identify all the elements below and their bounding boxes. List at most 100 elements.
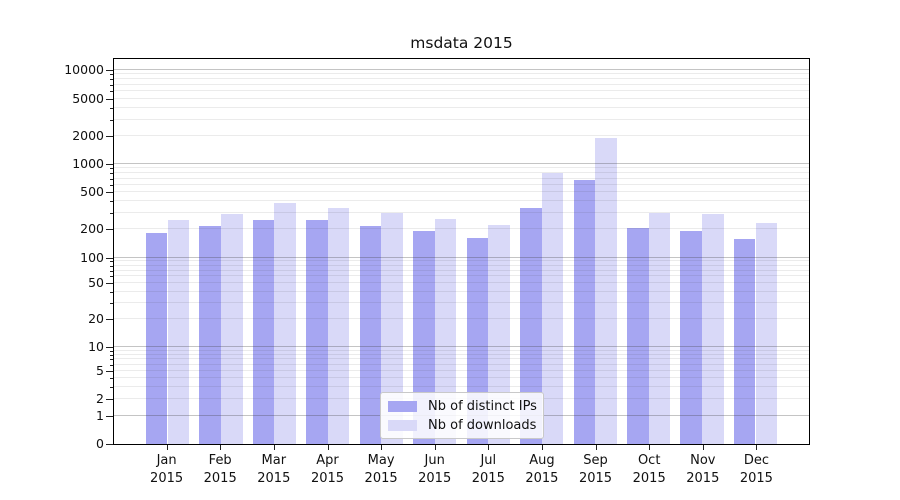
legend-label-ips: Nb of distinct IPs	[428, 398, 537, 414]
x-tick-label-year: 2015	[203, 470, 237, 486]
x-tick-dec	[756, 445, 758, 450]
gridline-minor	[114, 227, 809, 229]
x-tick-label-year: 2015	[150, 470, 184, 486]
x-tick-label-month: Nov	[690, 453, 716, 468]
gridline-minor	[114, 369, 809, 371]
y-tick-0	[106, 444, 113, 445]
bar-ips-jan	[145, 233, 168, 444]
y-tick-500	[106, 192, 113, 194]
x-tick-label-jul: Jul 2015	[456, 452, 520, 487]
x-tick-label-jan: Jan 2015	[135, 452, 199, 487]
x-tick-label-month: May	[367, 453, 395, 468]
x-tick-label-nov: Nov 2015	[671, 452, 735, 487]
x-tick-label-month: Dec	[743, 453, 769, 468]
gridline-minor	[114, 183, 809, 185]
gridline-major	[114, 163, 809, 164]
x-tick-label-year: 2015	[686, 470, 720, 486]
x-tick-label-month: Oct	[637, 453, 661, 468]
y-minor-tick	[110, 201, 113, 203]
bar-ips-mar	[252, 220, 275, 444]
gridline-minor	[114, 385, 809, 387]
legend-swatch-downloads	[388, 419, 417, 431]
y-tick-label-1: 1	[96, 408, 104, 424]
y-minor-tick	[110, 119, 113, 121]
y-minor-tick	[110, 291, 113, 293]
gridline-minor	[114, 177, 809, 179]
y-tick-label-1000: 1000	[72, 156, 104, 171]
y-tick-label-50: 50	[88, 274, 104, 290]
y-tick-2000	[106, 136, 113, 138]
x-tick-label-month: Jan	[156, 453, 177, 468]
y-tick-10000	[106, 69, 113, 71]
x-tick-mar	[273, 445, 275, 450]
x-tick-label-mar: Mar 2015	[242, 452, 306, 487]
y-tick-label-100: 100	[80, 249, 104, 265]
y-tick-100	[106, 257, 113, 259]
bar-ips-dec	[733, 239, 756, 444]
y-minor-tick	[110, 386, 113, 388]
gridline-minor	[114, 363, 809, 365]
x-tick-oct	[649, 445, 651, 450]
x-tick-label-year: 2015	[418, 470, 452, 486]
y-tick-200	[106, 228, 113, 230]
y-tick-10	[106, 347, 113, 349]
gridline-minor	[114, 200, 809, 202]
x-tick-feb	[220, 445, 222, 450]
gridline-minor	[114, 318, 809, 320]
gridline-minor	[114, 358, 809, 360]
x-tick-label-year: 2015	[471, 470, 505, 486]
x-tick-nov	[702, 445, 704, 450]
x-tick-jan	[166, 445, 168, 450]
x-tick-label-year: 2015	[364, 470, 398, 486]
x-tick-label-feb: Feb 2015	[188, 452, 252, 487]
gridline-major	[114, 256, 809, 258]
y-tick-5000	[106, 99, 113, 101]
x-tick-label-month: Apr	[316, 453, 339, 468]
gridline-minor	[114, 90, 809, 92]
gridline-minor	[114, 275, 809, 277]
x-tick-label-year: 2015	[257, 470, 291, 486]
y-tick-50	[106, 282, 113, 284]
gridline-minor	[114, 98, 809, 100]
x-tick-label-month: Jul	[480, 453, 497, 468]
gridline-minor	[114, 135, 809, 137]
gridline-minor	[114, 167, 809, 169]
x-tick-label-year: 2015	[310, 470, 345, 486]
gridline-minor	[114, 281, 809, 283]
x-tick-label-year: 2015	[578, 470, 613, 486]
y-tick-5	[106, 370, 113, 372]
y-tick-label-0: 0	[96, 436, 104, 451]
x-tick-jun	[434, 445, 436, 450]
bar-ips-nov	[680, 231, 703, 444]
bar-downloads-apr	[327, 207, 350, 444]
y-tick-label-5: 5	[96, 362, 104, 378]
y-minor-tick	[110, 303, 113, 305]
gridline-minor	[114, 269, 809, 271]
x-tick-label-month: Jun	[424, 453, 445, 468]
gridline-major	[114, 68, 809, 70]
gridline-minor	[114, 260, 809, 262]
y-tick-label-500: 500	[80, 184, 104, 200]
bar-ips-may	[359, 226, 382, 444]
bar-downloads-aug	[541, 173, 564, 444]
x-tick-sep	[595, 445, 597, 450]
y-tick-label-10000: 10000	[64, 61, 104, 77]
bar-ips-oct	[626, 227, 649, 444]
y-minor-tick	[110, 212, 113, 214]
gridline-minor	[114, 191, 809, 193]
y-tick-label-200: 200	[80, 220, 104, 236]
y-minor-tick	[110, 74, 113, 75]
x-tick-label-may: May 2015	[349, 452, 413, 487]
y-minor-tick	[110, 350, 113, 352]
y-tick-20	[106, 319, 113, 321]
gridline-minor	[114, 107, 809, 109]
legend-label-downloads: Nb of downloads	[428, 417, 537, 433]
x-tick-label-year: 2015	[739, 470, 773, 486]
bar-downloads-nov	[702, 214, 724, 444]
x-tick-label-month: Aug	[529, 453, 555, 468]
x-tick-jul	[488, 445, 490, 450]
y-tick-label-2: 2	[96, 391, 104, 407]
y-minor-tick	[110, 364, 113, 366]
bar-downloads-jan	[167, 220, 190, 444]
bar-downloads-feb	[220, 214, 243, 444]
